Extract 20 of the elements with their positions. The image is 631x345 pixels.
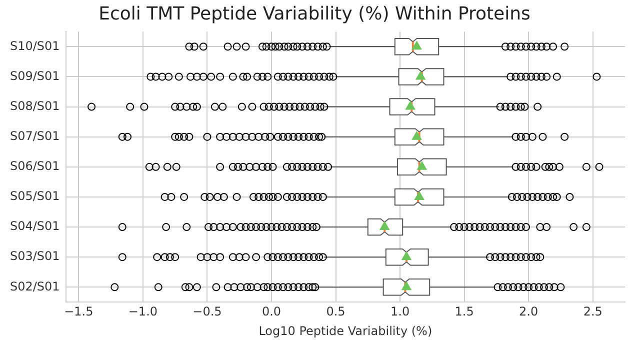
x-tick-label: −1.5	[64, 304, 94, 319]
x-tick-label: 1.5	[454, 304, 474, 319]
y-tick-label: S02/S01	[10, 279, 60, 294]
x-tick-label: −0.5	[192, 304, 222, 319]
y-tick-label: S05/S01	[10, 189, 60, 204]
chart-title: Ecoli TMT Peptide Variability (%) Within Proteins	[98, 3, 530, 24]
y-tick-label: S03/S01	[10, 249, 60, 264]
y-tick-label: S08/S01	[10, 98, 60, 113]
x-tick-label: −1.0	[128, 304, 158, 319]
x-tick-label: 1.0	[390, 304, 410, 319]
x-tick-label: 0.5	[326, 304, 346, 319]
y-tick-label: S10/S01	[10, 38, 60, 53]
y-tick-label: S07/S01	[10, 128, 60, 143]
y-tick-label: S04/S01	[10, 219, 60, 234]
x-tick-label: 0.0	[262, 304, 282, 319]
y-tick-label: S09/S01	[10, 68, 60, 83]
x-axis-title: Log10 Peptide Variability (%)	[258, 324, 432, 338]
x-tick-label: 2.5	[583, 304, 602, 319]
x-tick-label: 2.0	[519, 304, 538, 319]
y-tick-label: S06/S01	[10, 159, 60, 174]
